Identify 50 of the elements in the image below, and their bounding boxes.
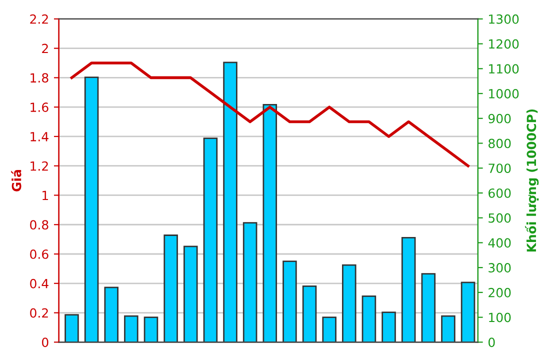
bar xyxy=(223,62,238,342)
bar xyxy=(282,260,297,342)
bar xyxy=(203,138,218,342)
bar xyxy=(164,234,178,342)
y2-tick-label: 300 xyxy=(488,263,511,272)
bar xyxy=(421,273,436,342)
y-tick-label: 1.4 xyxy=(30,132,48,142)
y-tick-label: 0 xyxy=(42,338,48,348)
bar xyxy=(262,104,278,342)
bar xyxy=(124,315,138,342)
y-tick-label: 2.2 xyxy=(30,14,48,24)
bar xyxy=(322,316,336,342)
bar xyxy=(362,295,376,342)
bar xyxy=(382,312,396,342)
y2-tick-label: 400 xyxy=(488,238,511,248)
y2-tick-label: 900 xyxy=(488,114,511,124)
y2-tick-label: 800 xyxy=(488,138,511,148)
y2-tick-label: 1100 xyxy=(489,64,519,74)
y2-tick-label: 500 xyxy=(488,213,511,223)
y2-tick-label: 100 xyxy=(489,312,511,322)
y2-tick-label: 200 xyxy=(488,288,511,298)
y-tick-label: 2 xyxy=(42,44,48,54)
bar xyxy=(342,264,356,342)
y2-tick-label: 1000 xyxy=(489,88,519,98)
bar xyxy=(183,246,198,342)
y2-tick-label: 700 xyxy=(488,164,511,174)
y-tick-label: 1.8 xyxy=(30,73,48,83)
bar xyxy=(401,237,416,342)
y2-axis-title: Khối lượng (1000CP) xyxy=(525,109,539,252)
y-tick-label: 0.8 xyxy=(30,220,48,230)
line-series xyxy=(70,62,470,168)
bar xyxy=(302,286,317,342)
y-axis-title: Giá xyxy=(11,170,22,192)
y2-tick-label: 600 xyxy=(488,188,511,198)
y-tick-label: 1.2 xyxy=(30,161,48,171)
bar xyxy=(441,315,456,342)
bar xyxy=(242,222,258,342)
y-tick-label: 0.2 xyxy=(30,308,48,318)
bar xyxy=(84,76,99,342)
y2-tick-label: 1300 xyxy=(489,14,519,24)
bar xyxy=(460,282,476,342)
y2-tick-label: 1200 xyxy=(489,39,519,49)
y-tick-label: 1 xyxy=(42,190,48,200)
bar xyxy=(64,314,79,342)
bar xyxy=(104,286,118,342)
y-tick-label: 0.6 xyxy=(30,249,48,259)
y2-tick-label: 0 xyxy=(488,338,495,348)
y-tick-label: 1.6 xyxy=(30,102,48,112)
bar xyxy=(144,316,158,342)
y-tick-label: 0.4 xyxy=(30,278,48,288)
